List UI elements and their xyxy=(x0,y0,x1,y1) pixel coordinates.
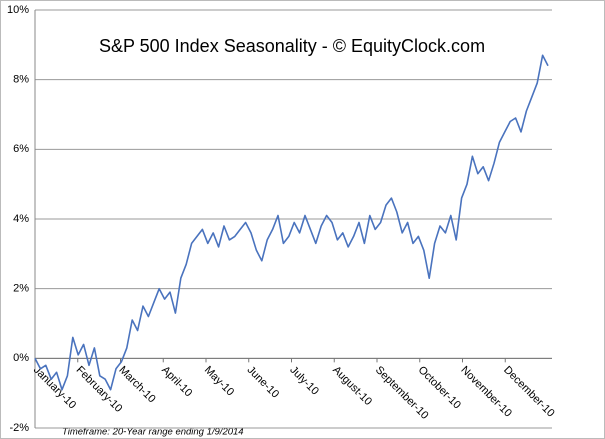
y-tick-label: 2% xyxy=(13,283,29,295)
y-tick-label: 6% xyxy=(13,143,29,155)
chart-title: S&P 500 Index Seasonality - © EquityCloc… xyxy=(99,36,485,56)
y-tick-label: 0% xyxy=(13,352,29,364)
data-line xyxy=(34,54,549,391)
footnote: Timeframe: 20-Year range ending 1/9/2014 xyxy=(62,427,244,438)
y-tick-label: 8% xyxy=(13,74,29,86)
y-tick-label: -2% xyxy=(9,422,29,434)
y-tick-label: 10% xyxy=(7,4,29,16)
y-tick-label: 4% xyxy=(13,213,29,225)
